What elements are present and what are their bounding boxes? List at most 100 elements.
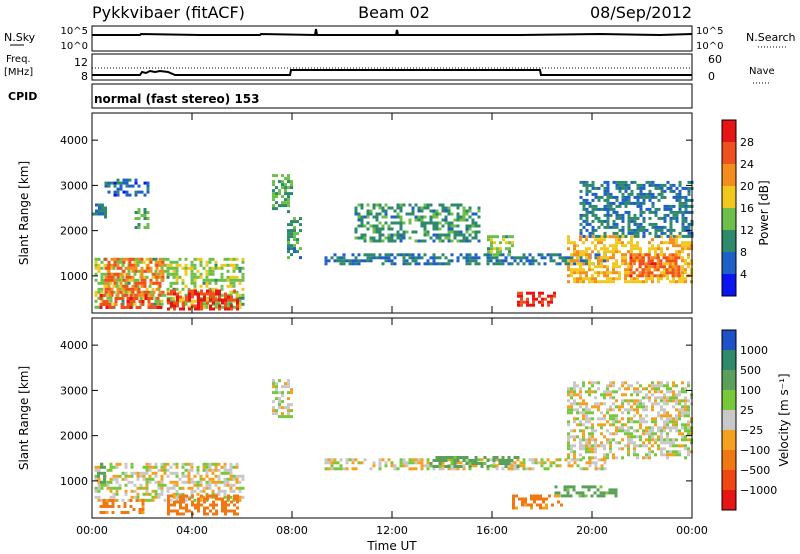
power-cell [97, 296, 101, 300]
power-cell [229, 281, 233, 285]
power-cell [293, 229, 296, 233]
power-cell [609, 277, 612, 281]
power-cell [429, 215, 433, 219]
velocity-cell [591, 417, 594, 421]
power-cell [657, 259, 660, 263]
velocity-cell [151, 489, 155, 493]
power-cell [582, 201, 586, 205]
power-cell [675, 238, 678, 242]
power-cell [567, 241, 570, 245]
velocity-cell [672, 420, 675, 424]
power-cell [508, 250, 511, 254]
velocity-cell [121, 477, 125, 481]
power-cell [423, 230, 427, 234]
power-cell [390, 253, 394, 257]
power-cell [444, 218, 448, 222]
power-cell [477, 209, 481, 213]
velocity-cell [569, 485, 573, 489]
power-cell [426, 203, 430, 207]
power-cell [591, 207, 595, 211]
velocity-cell [636, 393, 639, 397]
power-cell [660, 247, 663, 251]
velocity-cell [100, 486, 104, 490]
power-cell [172, 296, 176, 300]
velocity-cell [217, 486, 221, 490]
power-cell [125, 284, 129, 288]
power-cell [684, 225, 688, 229]
power-cell [281, 186, 284, 190]
power-cell [209, 304, 212, 308]
velocity-cell [573, 417, 576, 421]
power-cell [137, 208, 141, 211]
velocity-cell [208, 462, 212, 466]
velocity-cell [669, 426, 672, 430]
velocity-cell [567, 444, 570, 448]
power-cell [290, 244, 293, 248]
power-cell [648, 210, 652, 214]
power-cell [402, 262, 406, 266]
power-cell [402, 203, 406, 207]
velocity-cell [489, 464, 493, 468]
power-cell [615, 241, 618, 245]
power-cell [629, 256, 633, 260]
velocity-cell [345, 458, 349, 462]
velocity-cell [642, 405, 645, 409]
power-cell [399, 209, 403, 213]
velocity-cell [639, 435, 642, 439]
velocity-cell [145, 492, 149, 496]
power-cell [290, 186, 293, 190]
power-cell [603, 250, 606, 254]
power-cell [520, 303, 523, 307]
power-cell [636, 198, 640, 202]
power-cell [393, 262, 397, 266]
power-cell [110, 181, 114, 185]
velocity-cell [148, 498, 152, 502]
freq-tick-top: 12 [74, 56, 88, 69]
velocity-cell [281, 400, 284, 404]
power-cell [663, 262, 666, 266]
velocity-cell [333, 458, 337, 462]
velocity-cell [645, 405, 648, 409]
power-cell [197, 298, 200, 302]
power-cell [582, 213, 586, 217]
power-cell [97, 305, 101, 309]
velocity-cell [175, 489, 179, 493]
velocity-cell [636, 381, 639, 385]
power-cell [152, 272, 156, 276]
power-cell [408, 221, 412, 225]
power-cell [624, 198, 628, 202]
velocity-cell [594, 456, 597, 460]
velocity-cell [227, 503, 230, 507]
velocity-cell [94, 495, 98, 499]
velocity-cell [579, 441, 582, 445]
power-cell [529, 303, 532, 307]
power-cell [657, 277, 660, 281]
power-cell [372, 236, 376, 240]
power-cell [390, 206, 394, 210]
power-cell [621, 198, 625, 202]
power-cell [399, 215, 403, 219]
power-cell [576, 253, 579, 257]
velocity-cell [666, 414, 669, 418]
power-cell [100, 290, 104, 294]
power-cell [522, 253, 526, 257]
power-cell [209, 289, 212, 293]
power-cell [496, 247, 499, 251]
velocity-cell [581, 491, 585, 495]
power-cell [627, 265, 630, 269]
power-cell [131, 287, 135, 291]
power-cell [636, 277, 639, 281]
power-cell [606, 259, 609, 263]
velocity-cell [660, 426, 663, 430]
power-cell [594, 195, 598, 199]
velocity-cell [208, 468, 212, 472]
velocity-cell [120, 511, 124, 514]
power-cell [378, 203, 382, 207]
power-cell [633, 219, 637, 223]
velocity-cell [507, 462, 511, 465]
velocity-cell [336, 461, 340, 465]
power-cell [615, 238, 618, 242]
velocity-cell [627, 441, 630, 445]
power-cell [525, 259, 529, 263]
power-cell [666, 274, 669, 278]
